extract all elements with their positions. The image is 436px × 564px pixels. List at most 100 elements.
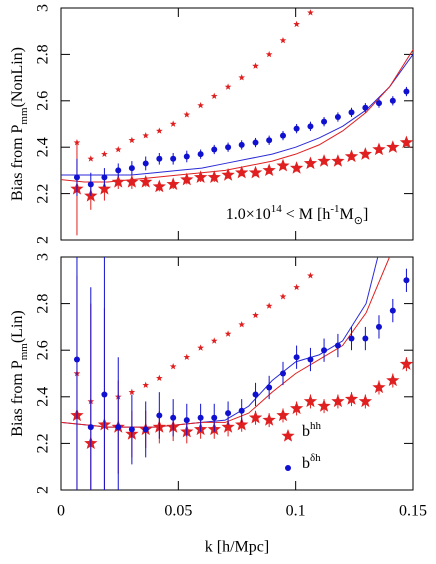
star-point	[303, 156, 318, 170]
star-point	[152, 179, 166, 193]
star-point	[125, 175, 139, 188]
y-tick-label: 2.4	[35, 387, 52, 407]
dot-point	[279, 370, 286, 377]
star-point	[128, 388, 136, 395]
star-point	[372, 380, 386, 394]
dot-point	[73, 174, 80, 181]
star-point	[142, 381, 150, 388]
star-point	[344, 149, 359, 163]
star-point	[156, 127, 163, 134]
text-part: Bias from P	[9, 124, 26, 201]
dot-point	[403, 88, 410, 95]
dot-point	[115, 424, 122, 431]
star-point	[224, 330, 232, 337]
star-point	[210, 92, 218, 99]
x-tick-label: 0	[57, 503, 65, 520]
star-point	[279, 36, 287, 44]
dot-point	[197, 414, 204, 421]
star-point	[87, 155, 95, 162]
star-point	[210, 337, 218, 344]
dot-point	[307, 123, 314, 130]
star-point	[238, 321, 246, 328]
dot-point	[211, 146, 218, 153]
star-point	[235, 417, 249, 431]
dot-point	[348, 335, 355, 342]
star-point	[224, 83, 232, 90]
dot-point	[225, 410, 232, 417]
x-tick-label: 0.15	[399, 503, 427, 520]
dot-point	[87, 181, 94, 188]
text-part: -1	[330, 203, 339, 215]
star-point	[317, 399, 331, 412]
x-axis-label: k [h/Mpc]	[205, 539, 269, 556]
star-point	[221, 420, 235, 433]
star-point	[265, 302, 273, 309]
dot-point	[156, 412, 163, 419]
dot-point	[142, 426, 149, 433]
dot-point	[362, 335, 369, 342]
legend-marker	[285, 465, 291, 471]
star-point	[276, 158, 290, 172]
star-point	[252, 311, 259, 319]
star-point	[101, 150, 108, 157]
star-point	[97, 181, 112, 195]
star-point	[221, 168, 235, 181]
y-tick-label: 2	[35, 236, 52, 244]
plot-frame	[60, 256, 414, 491]
star-point	[331, 394, 345, 408]
star-point	[73, 139, 81, 146]
dot-point	[389, 97, 396, 104]
model-line	[61, 54, 413, 176]
star-point	[317, 154, 331, 167]
star-point	[183, 111, 191, 118]
x-tick-label: 0.1	[286, 503, 306, 520]
dot-point	[211, 414, 218, 421]
text-part: M	[340, 206, 354, 223]
star-point	[289, 161, 304, 174]
legend-marker	[281, 429, 295, 442]
star-point	[307, 9, 314, 16]
star-point	[139, 175, 153, 188]
y-axis-label: Bias from Pmm(NonLin)	[9, 47, 30, 201]
dot-point	[375, 323, 382, 330]
legend-label: bδh	[302, 452, 321, 472]
text-part: Bias from P	[9, 360, 26, 437]
star-point	[128, 136, 136, 144]
text-part: ⊙	[354, 215, 363, 227]
y-tick-label: 2.4	[35, 137, 52, 157]
dot-point	[142, 160, 149, 167]
star-point	[399, 357, 413, 370]
text-part: 1.0×10	[226, 206, 271, 223]
star-point	[142, 132, 150, 139]
dot-point	[403, 277, 410, 284]
dot-point	[101, 391, 108, 398]
star-point	[276, 408, 290, 422]
star-point	[262, 413, 276, 426]
star-point	[331, 154, 345, 167]
text-part: mm	[18, 107, 30, 125]
star-point	[180, 172, 194, 186]
dot-point	[389, 307, 396, 314]
plot-area	[61, 257, 413, 490]
star-point	[358, 147, 373, 160]
dot-point	[293, 354, 300, 361]
star-point	[265, 50, 273, 58]
star-point	[279, 293, 287, 300]
dot-point	[183, 417, 190, 424]
y-tick-label: 2.2	[35, 184, 52, 204]
star-point	[303, 394, 318, 408]
y-axis-label: Bias from Pmm(Lin)	[9, 310, 30, 436]
dot-point	[279, 132, 286, 139]
star-point	[248, 410, 263, 424]
dot-point	[238, 407, 245, 414]
plot-area	[61, 9, 413, 236]
star-point	[169, 363, 177, 370]
x-tick-label: 0.05	[164, 503, 192, 520]
star-point	[183, 353, 191, 361]
y-tick-label: 2	[35, 486, 52, 494]
annotation: 1.0×1014 < M [h-1M⊙]	[226, 203, 369, 227]
star-point	[114, 146, 122, 153]
dot-point	[266, 137, 273, 144]
dot-point	[252, 391, 259, 398]
